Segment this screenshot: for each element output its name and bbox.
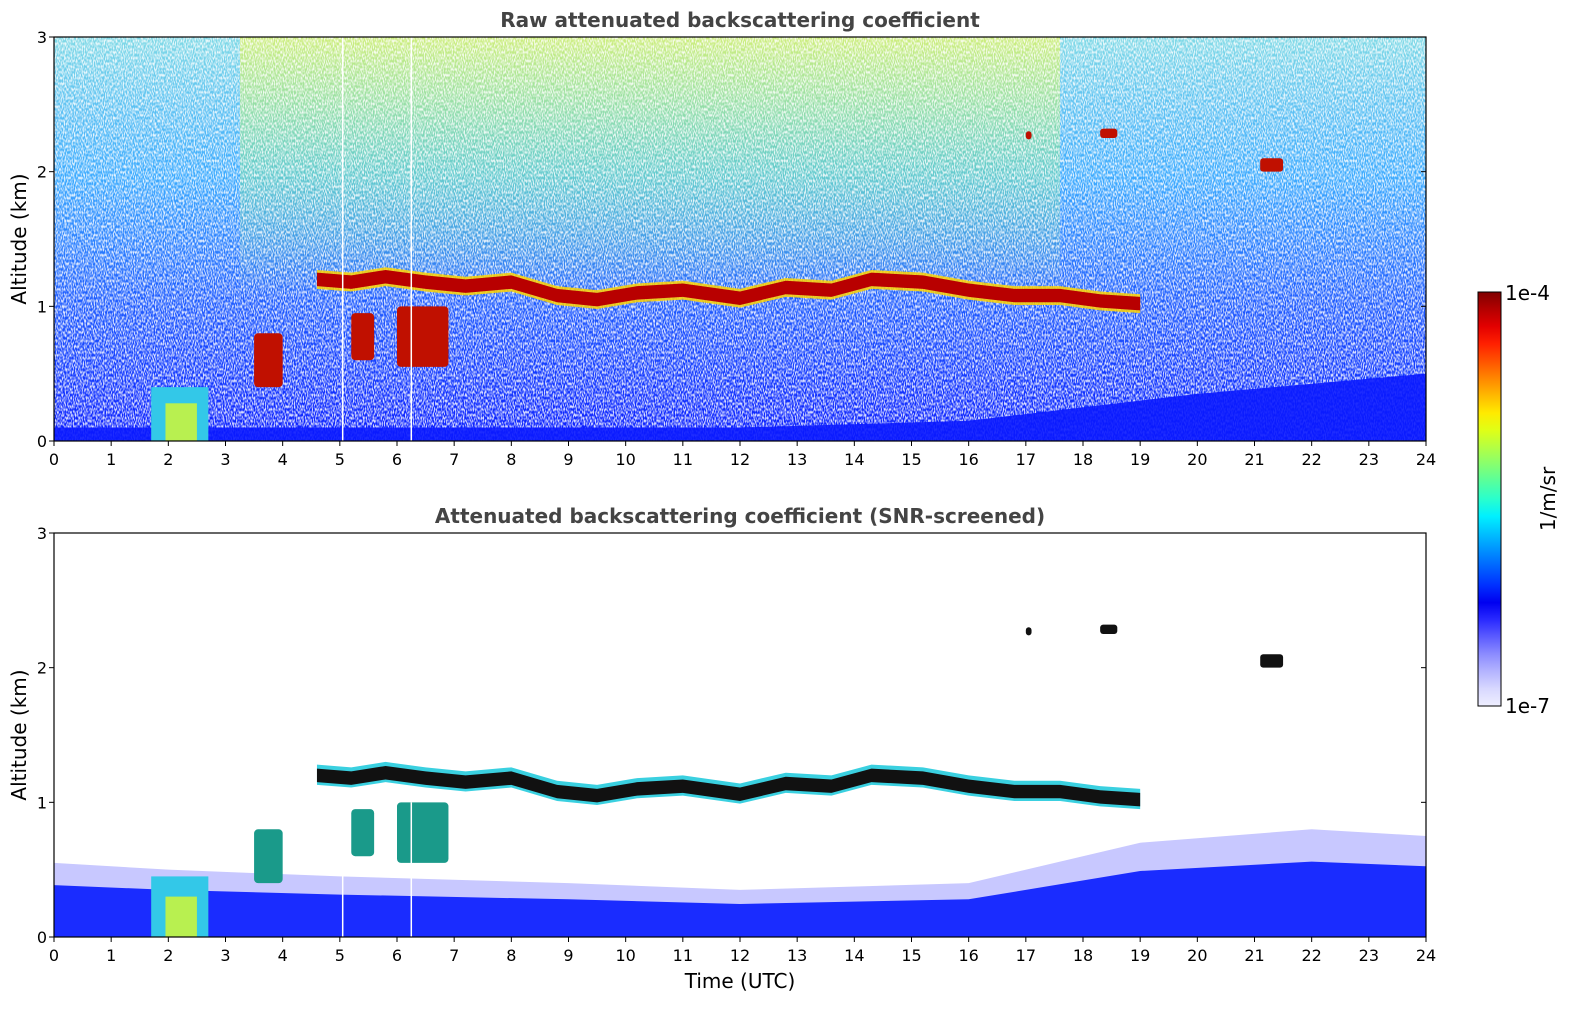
x-tick-label: 5 [335,450,345,469]
x-tick-label: 24 [1416,450,1436,469]
y-tick-label: 3 [37,524,47,543]
x-tick-label: 20 [1187,450,1207,469]
x-tick-label: 21 [1244,450,1264,469]
high-cloud [1260,654,1284,668]
lower-cloud [254,333,283,388]
y-axis-label: Altitude (km) [7,173,31,304]
x-tick-label: 0 [49,450,59,469]
y-axis: 0 1 2 3 [37,524,1426,947]
y-tick-label: 0 [37,432,47,451]
x-tick-label: 3 [220,450,230,469]
x-tick-label: 5 [335,946,345,965]
x-tick-label: 2 [163,450,173,469]
y-tick-label: 2 [37,659,47,678]
x-tick-label: 7 [449,946,459,965]
x-tick-label: 18 [1073,450,1093,469]
y-tick-label: 0 [37,928,47,947]
boundary-layer [54,373,1426,441]
x-tick-label: 24 [1416,946,1436,965]
colorbar: 1e-4 1e-7 1/m/sr [1477,281,1560,718]
heatmap-area [54,37,1426,441]
x-tick-label: 12 [730,946,750,965]
x-tick-label: 0 [49,946,59,965]
y-axis-label: Altitude (km) [7,669,31,800]
surface-plume-core [165,896,197,937]
x-tick-label: 16 [958,450,978,469]
high-cloud [1260,158,1284,172]
y-axis: 0 1 2 3 [37,28,1426,451]
cloud-layer [316,269,1141,311]
y-tick-label: 2 [37,163,47,182]
x-tick-label: 1 [106,450,116,469]
heatmap-area [54,533,1426,937]
surface-plume-core [165,403,197,441]
x-tick-label: 11 [673,450,693,469]
x-tick-label: 15 [901,946,921,965]
lower-cloud [351,313,375,361]
panel-title: Raw attenuated backscattering coefficien… [500,8,980,32]
x-tick-label: 21 [1244,946,1264,965]
x-tick-label: 3 [220,946,230,965]
x-tick-label: 16 [958,946,978,965]
x-tick-label: 10 [615,946,635,965]
x-tick-label: 4 [278,946,288,965]
boundary-layer [54,861,1426,937]
colorbar-scale [1477,291,1502,707]
panel-title: Attenuated backscattering coefficient (S… [435,504,1045,528]
x-tick-label: 18 [1073,946,1093,965]
x-tick-label: 8 [506,450,516,469]
x-tick-label: 15 [901,450,921,469]
colorbar-unit-label: 1/m/sr [1536,466,1560,531]
colorbar-min-label: 1e-7 [1505,694,1550,718]
x-tick-label: 2 [163,946,173,965]
x-tick-label: 13 [787,946,807,965]
x-tick-label: 6 [392,450,402,469]
x-tick-label: 10 [615,450,635,469]
colorbar-max-label: 1e-4 [1505,281,1550,305]
high-cloud [1100,128,1118,138]
x-tick-label: 22 [1301,450,1321,469]
high-cloud [1025,627,1032,636]
lower-cloud [397,802,449,863]
x-tick-label: 7 [449,450,459,469]
lower-cloud [397,306,449,367]
x-axis: 0 1 2 3 4 5 6 7 8 9 10 11 12 13 14 15 16 17 18 19 20 21 22 23 24 [49,441,1436,469]
lower-cloud [351,809,375,857]
x-tick-label: 8 [506,946,516,965]
x-tick-label: 23 [1359,946,1379,965]
x-axis-label: Time (UTC) [684,969,796,993]
high-cloud [1025,131,1032,140]
x-tick-label: 20 [1187,946,1207,965]
y-tick-label: 3 [37,28,47,47]
raw-backscatter-panel: Raw attenuated backscattering coefficien… [7,8,1436,469]
x-tick-label: 17 [1016,450,1036,469]
x-tick-label: 6 [392,946,402,965]
x-tick-label: 11 [673,946,693,965]
lower-cloud [254,829,283,884]
y-tick-label: 1 [37,793,47,812]
snr-screened-panel: Attenuated backscattering coefficient (S… [7,504,1436,993]
x-tick-label: 1 [106,946,116,965]
x-tick-label: 17 [1016,946,1036,965]
x-tick-label: 22 [1301,946,1321,965]
atmospheric-features [54,37,1426,441]
atmospheric-features [54,624,1426,937]
y-tick-label: 1 [37,297,47,316]
high-cloud [1100,624,1118,634]
x-tick-label: 9 [563,946,573,965]
x-tick-label: 4 [278,450,288,469]
cloud-layer [316,765,1141,807]
x-axis: 0 1 2 3 4 5 6 7 8 9 10 11 12 13 14 15 16 17 18 19 20 21 22 23 24 [49,937,1436,965]
x-tick-label: 19 [1130,946,1150,965]
x-tick-label: 12 [730,450,750,469]
x-tick-label: 9 [563,450,573,469]
x-tick-label: 23 [1359,450,1379,469]
x-tick-label: 14 [844,946,864,965]
x-tick-label: 19 [1130,450,1150,469]
x-tick-label: 13 [787,450,807,469]
x-tick-label: 14 [844,450,864,469]
